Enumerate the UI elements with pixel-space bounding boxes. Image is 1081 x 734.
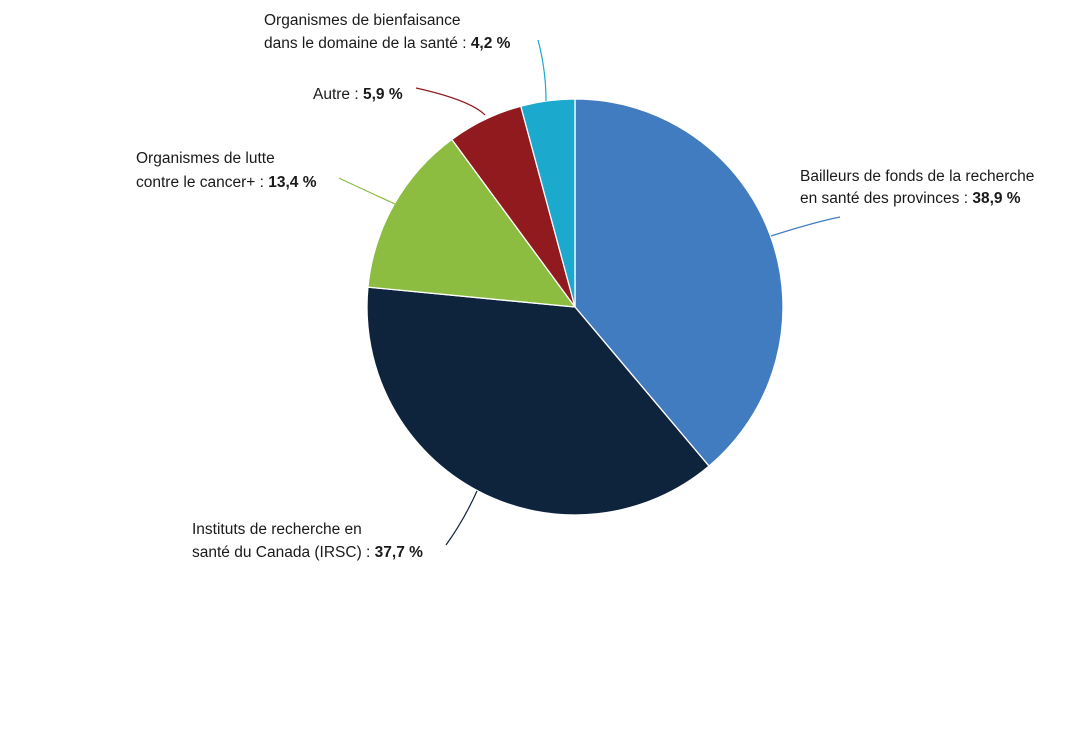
slice-label-3-name: contre le cancer+ : <box>136 174 268 191</box>
pie-slice-3 <box>367 138 577 308</box>
slice-label-1-line1: Bailleurs de fonds de la recherche <box>800 168 1034 185</box>
leader-line-2 <box>445 490 478 546</box>
slice-label-4-name: Autre : <box>313 86 363 103</box>
slice-label-3-value: 13,4 % <box>268 174 316 191</box>
leader-line-1 <box>770 216 841 237</box>
leader-line-4 <box>415 87 486 116</box>
slice-label-1-value: 38,9 % <box>972 190 1020 207</box>
slice-label-2-line2: santé du Canada (IRSC) : 37,7 % <box>192 544 423 561</box>
slice-label-5-line2: dans le domaine de la santé : 4,2 % <box>264 35 511 52</box>
slice-label-2-line1: Instituts de recherche en <box>192 521 362 538</box>
slice-label-4-value: 5,9 % <box>363 86 403 103</box>
pie-slice-5 <box>520 98 576 308</box>
pie-slice-1 <box>574 98 784 468</box>
slice-label-5-value: 4,2 % <box>471 35 511 52</box>
leader-lines <box>338 39 841 546</box>
pie-slice-2 <box>366 286 710 516</box>
slice-label-1-line2: en santé des provinces : 38,9 % <box>800 190 1021 207</box>
slice-label-5-line1: Organismes de bienfaisance <box>264 12 460 29</box>
slice-label-3-line1: Organismes de lutte <box>136 150 275 167</box>
slice-label-2-name: santé du Canada (IRSC) : <box>192 544 375 561</box>
slice-label-1-name: en santé des provinces : <box>800 190 972 207</box>
slice-labels: Bailleurs de fonds de la recherche en san… <box>136 12 1034 561</box>
leader-line-5 <box>537 39 547 102</box>
slice-label-3-line2: contre le cancer+ : 13,4 % <box>136 174 317 191</box>
pie-slices <box>366 98 784 516</box>
slice-label-2-value: 37,7 % <box>375 544 423 561</box>
slice-label-4-line2: Autre : 5,9 % <box>313 86 403 103</box>
slice-label-5-name: dans le domaine de la santé : <box>264 35 471 52</box>
leader-line-3 <box>338 177 396 205</box>
